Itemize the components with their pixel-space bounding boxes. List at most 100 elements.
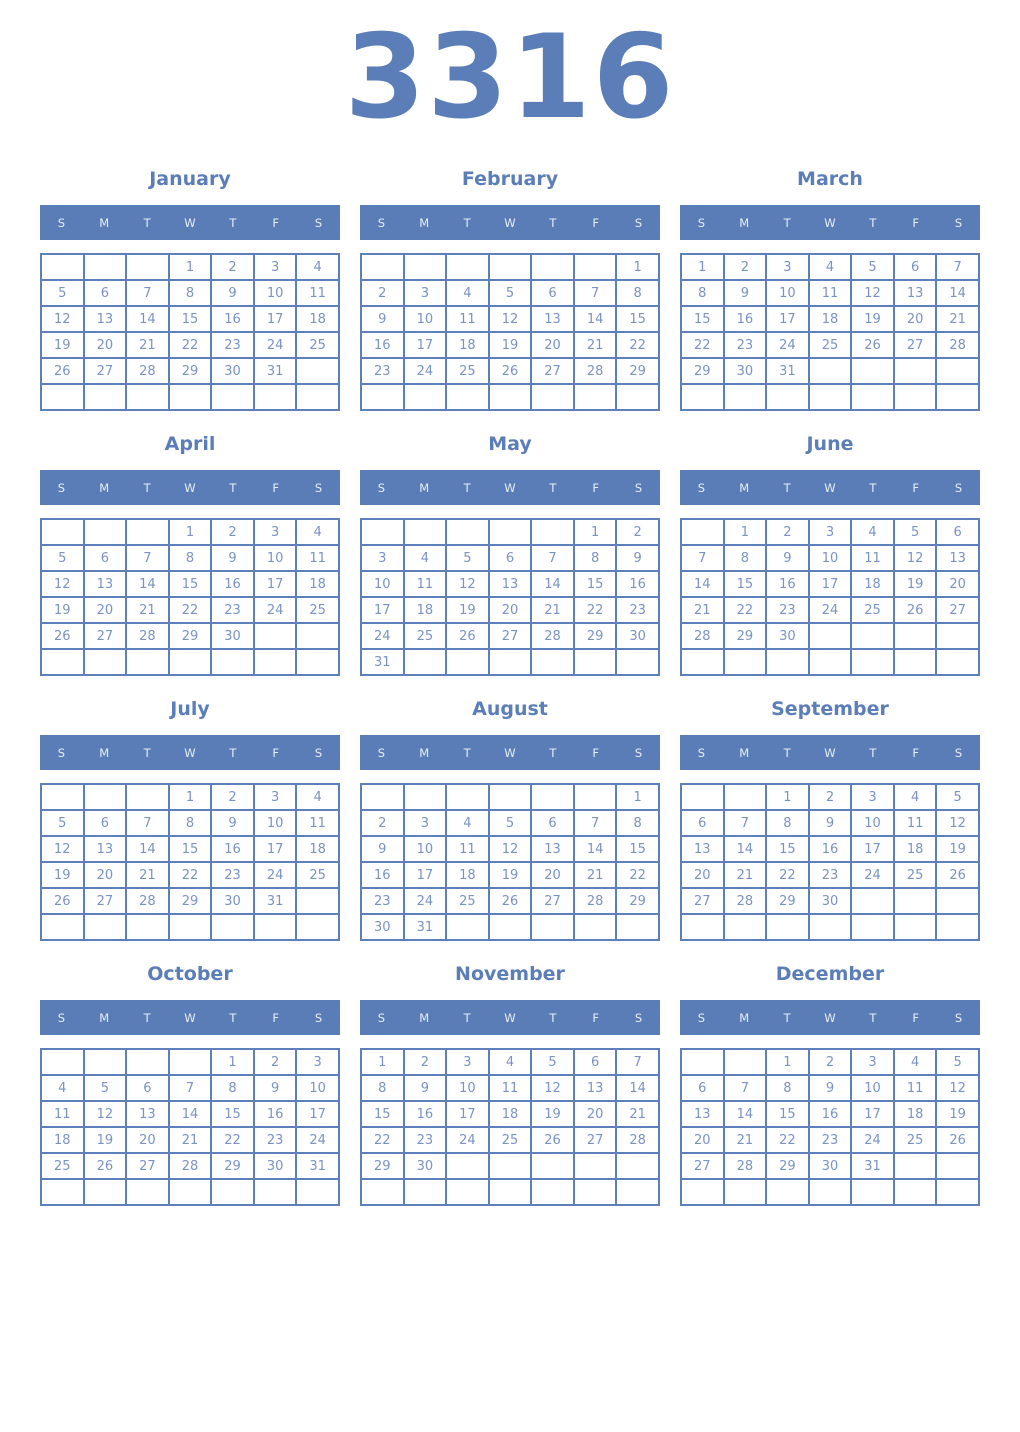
empty-day-cell — [807, 383, 853, 411]
empty-day-cell — [807, 622, 853, 650]
day-cell: 19 — [445, 596, 490, 624]
week-row: 15 16 17 18 19 20 21 — [680, 305, 980, 333]
weekday-label: S — [314, 215, 323, 230]
empty-day-cell — [572, 253, 618, 281]
empty-day-cell — [680, 913, 725, 941]
weekday-label: M — [419, 1010, 430, 1025]
empty-day-cell — [530, 913, 575, 941]
day-cell: 20 — [530, 861, 575, 889]
day-cell: 20 — [82, 596, 128, 624]
day-cell: 11 — [40, 1100, 85, 1128]
days-table: 1 2 3 4 5 6 7 8 9 10 11 12 13 14 15 16 17 18 19 20 21 22 23 24 2… — [40, 1048, 340, 1206]
day-cell: 23 — [807, 861, 853, 889]
empty-day-cell — [892, 887, 938, 915]
weekday-label: W — [824, 745, 836, 760]
day-cell: 19 — [530, 1100, 575, 1128]
day-cell: 25 — [295, 331, 340, 359]
day-cell: 14 — [935, 279, 980, 307]
day-cell: 22 — [680, 331, 725, 359]
day-cell: 6 — [935, 518, 980, 546]
weekday-label: T — [869, 1010, 877, 1025]
day-cell: 10 — [252, 809, 298, 837]
day-cell: 31 — [850, 1152, 895, 1180]
day-cell: 24 — [252, 861, 298, 889]
day-cell: 7 — [125, 809, 170, 837]
week-row: 20 21 22 23 24 25 26 — [680, 1126, 980, 1154]
week-row: 29 30 — [360, 1152, 660, 1180]
day-cell: 22 — [572, 596, 618, 624]
week-row: 7 8 9 10 11 12 13 — [680, 544, 980, 572]
day-cell: 14 — [572, 835, 618, 863]
week-row: 5 6 7 8 9 10 11 — [40, 544, 340, 572]
day-cell: 19 — [935, 835, 980, 863]
day-cell: 19 — [40, 596, 85, 624]
day-cell: 8 — [167, 279, 213, 307]
day-cell: 7 — [722, 1074, 768, 1102]
day-cell: 23 — [210, 596, 255, 624]
empty-day-cell — [360, 383, 405, 411]
empty-day-cell — [935, 622, 980, 650]
day-cell: 31 — [765, 357, 810, 385]
empty-day-cell — [935, 913, 980, 941]
day-cell: 29 — [615, 357, 660, 385]
weekday-label: S — [697, 480, 706, 495]
week-row: 26 27 28 29 30 31 — [40, 357, 340, 385]
day-cell: 2 — [210, 518, 255, 546]
day-cell: 4 — [40, 1074, 85, 1102]
day-cell: 1 — [360, 1048, 405, 1076]
day-cell: 28 — [125, 357, 170, 385]
day-cell: 7 — [722, 809, 768, 837]
day-cell: 9 — [360, 305, 405, 333]
day-cell: 14 — [167, 1100, 213, 1128]
day-cell: 7 — [530, 544, 575, 572]
week-row — [40, 913, 340, 941]
day-cell: 28 — [722, 887, 768, 915]
day-cell: 28 — [167, 1152, 213, 1180]
day-cell: 29 — [722, 622, 768, 650]
day-cell: 13 — [530, 835, 575, 863]
empty-day-cell — [935, 648, 980, 676]
day-cell: 1 — [615, 783, 660, 811]
month-name: July — [170, 698, 210, 720]
weekday-label: F — [592, 480, 600, 495]
empty-day-cell — [850, 622, 895, 650]
day-cell: 17 — [252, 835, 298, 863]
day-cell: 13 — [82, 835, 128, 863]
day-cell: 27 — [487, 622, 533, 650]
empty-day-cell — [680, 1048, 725, 1076]
day-cell: 5 — [82, 1074, 128, 1102]
empty-day-cell — [572, 1152, 618, 1180]
day-cell: 10 — [252, 544, 298, 572]
day-cell: 24 — [807, 596, 853, 624]
day-cell: 13 — [892, 279, 938, 307]
weekday-label: T — [783, 1010, 791, 1025]
day-cell: 23 — [807, 1126, 853, 1154]
week-row: 28 29 30 — [680, 622, 980, 650]
empty-day-cell — [295, 887, 340, 915]
empty-day-cell — [252, 383, 298, 411]
empty-day-cell — [295, 1178, 340, 1206]
day-cell: 4 — [892, 1048, 938, 1076]
day-cell: 18 — [40, 1126, 85, 1154]
empty-day-cell — [680, 648, 725, 676]
day-cell: 1 — [680, 253, 725, 281]
empty-day-cell — [765, 913, 810, 941]
weekday-label: W — [504, 215, 516, 230]
day-cell: 17 — [295, 1100, 340, 1128]
day-cell: 21 — [572, 861, 618, 889]
weekday-label: S — [377, 745, 386, 760]
day-cell: 26 — [935, 1126, 980, 1154]
day-cell: 31 — [252, 887, 298, 915]
day-cell: 21 — [125, 596, 170, 624]
